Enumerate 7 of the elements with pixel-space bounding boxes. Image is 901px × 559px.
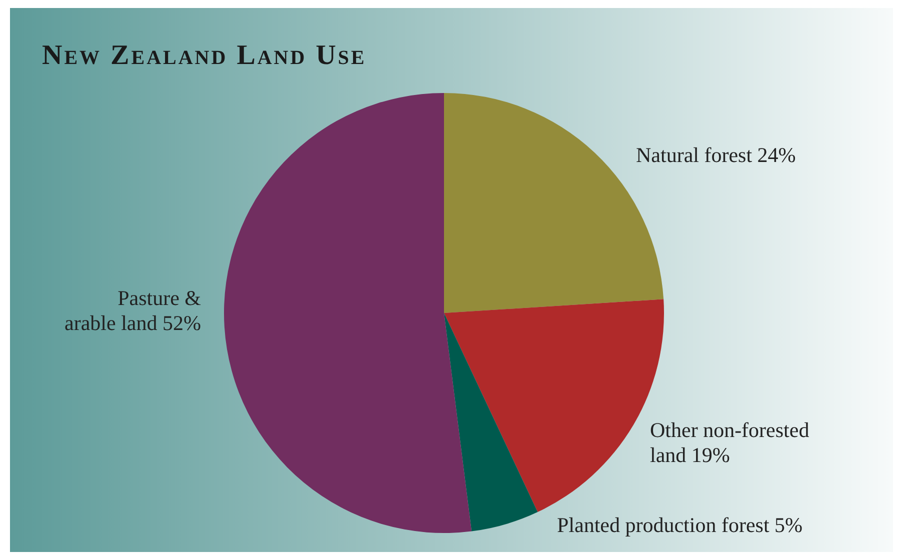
slice-label: Planted production forest 5%	[557, 513, 803, 537]
pie-slice	[224, 93, 472, 533]
slice-label: Pasture & arable land 52%	[64, 286, 201, 335]
slice-label: Natural forest 24%	[636, 143, 796, 167]
slice-label: Other non-forested land 19%	[650, 418, 810, 467]
pie-slice	[444, 313, 538, 532]
chart-title: New Zealand Land Use	[42, 40, 366, 71]
